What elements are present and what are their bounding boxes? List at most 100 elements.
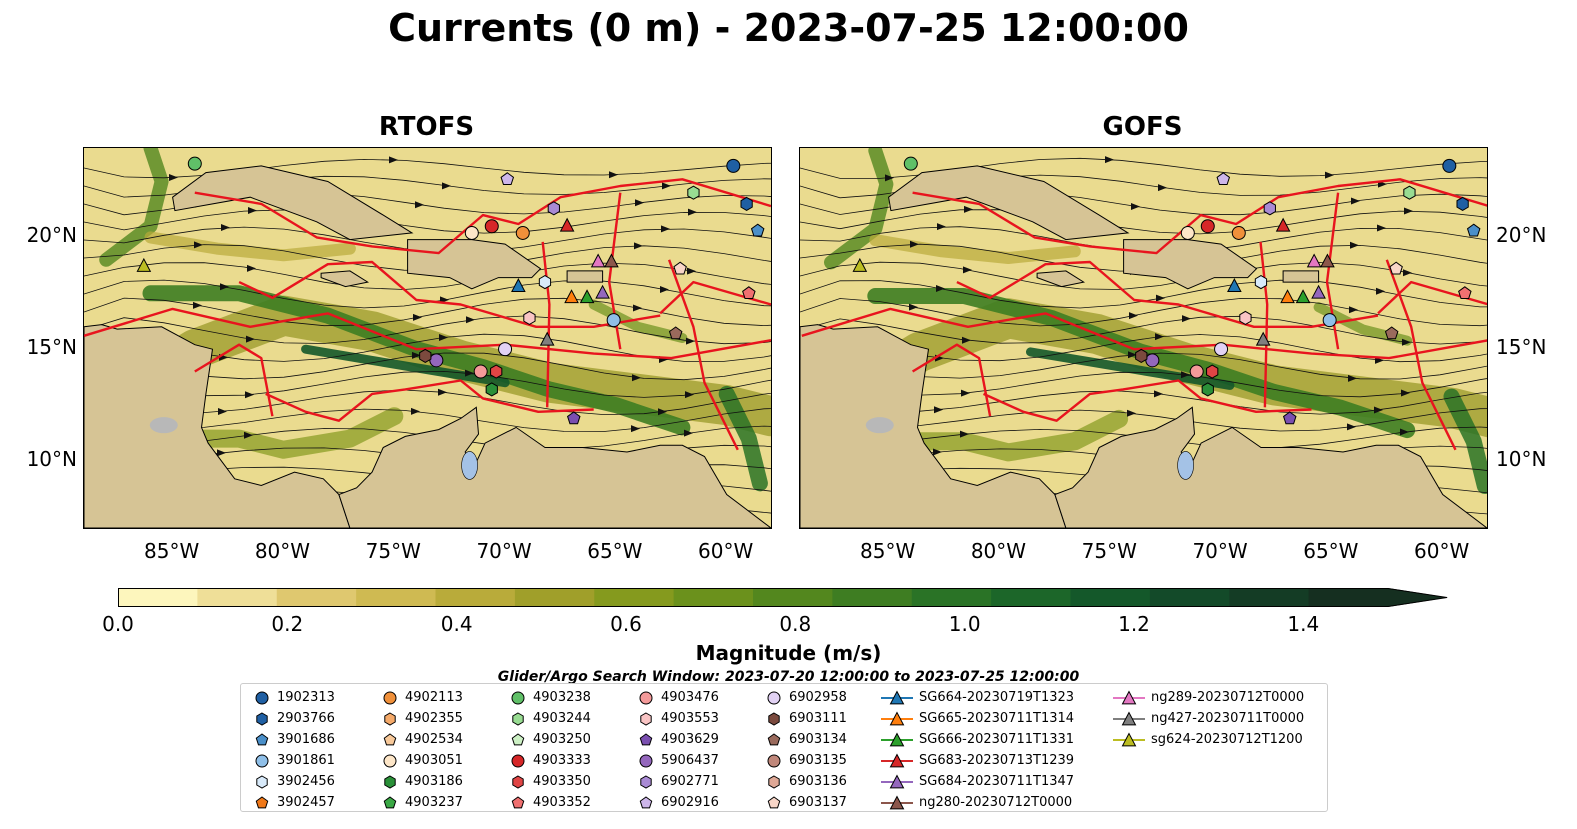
legend-marker-icon <box>383 795 397 808</box>
marker-sg624-20230712t1200[interactable] <box>852 257 868 272</box>
marker-6903137[interactable] <box>673 261 687 275</box>
marker-4902113[interactable] <box>515 225 530 240</box>
colorbar-tick-label: 1.2 <box>1118 612 1150 636</box>
marker-3901861[interactable] <box>1322 313 1337 328</box>
legend-marker-icon <box>639 732 653 745</box>
marker-ng289-20230712t0000[interactable] <box>590 253 606 268</box>
legend-label: 4903333 <box>533 753 591 768</box>
marker-6902916[interactable] <box>500 172 515 186</box>
legend-marker-icon <box>511 754 525 767</box>
legend-item: 5906437 <box>637 750 719 771</box>
marker-4903186[interactable] <box>485 382 498 397</box>
marker-sg683-20230713t1239[interactable] <box>559 217 575 232</box>
marker-4903051[interactable] <box>1180 225 1195 240</box>
colorbar-segment <box>1070 588 1151 607</box>
legend-label: 6902771 <box>661 774 719 789</box>
legend-marker-icon <box>383 754 397 767</box>
legend-item: 4902534 <box>381 729 463 750</box>
marker-4903238[interactable] <box>187 156 202 171</box>
marker-ng427-20230711t0000[interactable] <box>1255 331 1271 346</box>
legend-marker-icon <box>639 691 653 704</box>
marker-6902771[interactable] <box>547 201 560 216</box>
marker-4903333[interactable] <box>1200 219 1215 234</box>
marker-6902771[interactable] <box>1263 201 1276 216</box>
marker-4903244[interactable] <box>687 185 700 200</box>
marker-sg664-20230719t1323[interactable] <box>511 278 526 292</box>
marker-sg624-20230712t1200[interactable] <box>136 257 152 272</box>
marker-ng280-20230712t0000[interactable] <box>1320 253 1335 268</box>
marker-4903238[interactable] <box>903 156 918 171</box>
marker-3902456[interactable] <box>1254 275 1268 290</box>
marker-4903350[interactable] <box>1206 364 1219 379</box>
marker-4903629[interactable] <box>1282 411 1297 425</box>
legend-item: 6903111 <box>765 708 847 729</box>
marker-4903553[interactable] <box>1239 310 1252 325</box>
legend-marker-icon <box>640 774 652 789</box>
colorbar-segment <box>118 588 198 607</box>
marker-4903333[interactable] <box>484 219 499 234</box>
marker-2903766[interactable] <box>740 196 753 211</box>
marker-3901686[interactable] <box>1466 223 1481 237</box>
legend-label: sg624-20230712T1200 <box>1151 732 1303 747</box>
marker-ng427-20230711t0000[interactable] <box>539 331 555 346</box>
marker-4903629[interactable] <box>566 411 581 425</box>
legend-marker-icon <box>511 732 525 745</box>
marker-4903352[interactable] <box>1458 286 1472 300</box>
marker-4903244[interactable] <box>1403 185 1416 200</box>
marker-5906437[interactable] <box>429 353 444 368</box>
colorbar-segment <box>991 588 1072 607</box>
legend-marker-icon <box>1113 710 1145 725</box>
marker-6902916[interactable] <box>1216 172 1231 186</box>
marker-4903476[interactable] <box>1189 364 1204 379</box>
marker-4903051[interactable] <box>464 225 479 240</box>
marker-4902113[interactable] <box>1231 225 1246 240</box>
colorbar-segment <box>753 588 833 607</box>
marker-6903134[interactable] <box>1384 326 1399 340</box>
search-window-text: Glider/Argo Search Window: 2023-07-20 12… <box>497 669 1080 685</box>
map-canvas[interactable] <box>84 148 771 528</box>
marker-4903553[interactable] <box>523 310 536 325</box>
legend-item: 4902113 <box>381 687 463 708</box>
marker-4903352[interactable] <box>742 286 756 300</box>
marker-6903137[interactable] <box>1389 261 1403 275</box>
marker-sg665-20230711t1314[interactable] <box>564 289 579 304</box>
marker-4903350[interactable] <box>490 364 503 379</box>
colorbar-tick-label: 1.4 <box>1287 612 1320 636</box>
legend-label: ng289-20230712T0000 <box>1151 690 1305 705</box>
legend-label: SG664-20230719T1323 <box>919 690 1075 705</box>
marker-ng280-20230712t0000[interactable] <box>604 253 619 268</box>
marker-sg664-20230719t1323[interactable] <box>1227 278 1242 292</box>
marker-6903134[interactable] <box>668 326 683 340</box>
legend-marker-icon <box>255 754 269 767</box>
marker-sg683-20230713t1239[interactable] <box>1275 217 1291 232</box>
marker-ng289-20230712t0000[interactable] <box>1306 253 1322 268</box>
marker-4903476[interactable] <box>473 364 488 379</box>
marker-6903111[interactable] <box>1135 348 1148 363</box>
marker-sg684-20230711t1347[interactable] <box>595 284 610 299</box>
lat-tick-label: 10°N <box>26 446 77 471</box>
legend-item: 6903134 <box>765 729 847 750</box>
marker-1902313[interactable] <box>1442 158 1457 173</box>
marker-sg666-20230711t1331[interactable] <box>1295 289 1311 304</box>
marker-6902958[interactable] <box>1214 342 1229 357</box>
marker-6902958[interactable] <box>498 342 513 357</box>
marker-sg666-20230711t1331[interactable] <box>579 289 595 304</box>
marker-sg684-20230711t1347[interactable] <box>1311 284 1326 299</box>
legend-item: 4903350 <box>509 771 591 792</box>
map-panel-rtofs[interactable] <box>83 147 772 529</box>
lat-tick-label: 20°N <box>1496 223 1547 248</box>
marker-6903111[interactable] <box>419 348 432 363</box>
legend-item: SG665-20230711T1314 <box>881 708 1074 729</box>
marker-4903186[interactable] <box>1201 382 1214 397</box>
legend-marker-icon <box>639 754 653 767</box>
marker-2903766[interactable] <box>1456 196 1469 211</box>
map-panel-gofs[interactable] <box>799 147 1488 529</box>
marker-1902313[interactable] <box>726 158 741 173</box>
marker-3901861[interactable] <box>606 313 621 328</box>
marker-3901686[interactable] <box>750 223 765 237</box>
map-canvas[interactable] <box>800 148 1487 528</box>
colorbar-segment <box>911 588 992 607</box>
marker-3902456[interactable] <box>538 275 552 290</box>
marker-sg665-20230711t1314[interactable] <box>1280 289 1295 304</box>
marker-5906437[interactable] <box>1145 353 1160 368</box>
